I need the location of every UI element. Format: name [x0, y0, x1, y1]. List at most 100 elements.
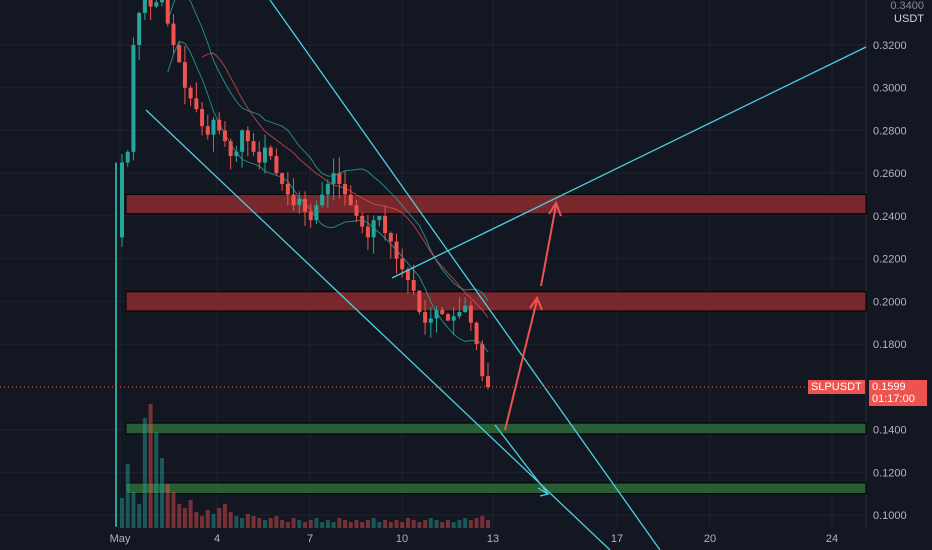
volume-bar [423, 520, 428, 528]
price-tick-label: 0.2200 [873, 254, 907, 266]
volume-bar [474, 518, 479, 528]
volume-bar [171, 492, 176, 528]
price-tick-label: 0.3000 [873, 83, 907, 95]
candle-body [194, 98, 199, 110]
volume-bar [388, 522, 393, 528]
volume-bar [314, 518, 319, 528]
price-axis[interactable]: 0.3200 0.3000 0.2800 0.2600 0.2400 0.2200 0.20… [873, 40, 907, 522]
volume-bar [222, 504, 227, 528]
time-tick-label: 4 [214, 533, 220, 545]
trendline [391, 46, 867, 279]
volume-bar [411, 520, 416, 528]
volume-bar [240, 518, 245, 528]
last-price-tag: 0.1599 01:17:00 [869, 380, 927, 406]
trendlines [145, 0, 867, 550]
volume-bar [434, 520, 439, 528]
volume-bar [445, 520, 450, 528]
candle-body [360, 215, 365, 227]
volume-bar [468, 520, 473, 528]
time-tick-label: 10 [396, 533, 408, 545]
volume-bars [120, 404, 490, 528]
projection-arrows [504, 200, 562, 431]
candle-body [468, 305, 473, 323]
price-tick-label: 0.3200 [873, 40, 907, 52]
candle-body [280, 173, 285, 184]
volume-bar [160, 458, 165, 528]
volume-bar [245, 514, 250, 528]
candle-body [148, 0, 153, 7]
trendline [269, 0, 661, 550]
volume-bar [428, 518, 433, 528]
candle-body [154, 2, 159, 7]
volume-bar [142, 418, 147, 528]
volume-bar [343, 520, 348, 528]
candle-body [480, 344, 485, 377]
time-tick-label: 20 [704, 533, 716, 545]
volume-bar [297, 520, 302, 528]
resistance-zone [125, 194, 867, 215]
candle-body [331, 173, 336, 184]
volume-bar [251, 516, 256, 528]
volume-bar [360, 522, 365, 528]
candle-body [365, 226, 370, 238]
candle-body [325, 183, 330, 195]
candle-body [377, 215, 382, 221]
candle-body [348, 194, 353, 206]
price-axis-header: 0.3400 USDT [890, 0, 924, 26]
price-tick-label: 0.1400 [873, 425, 907, 437]
currency-label: USDT [894, 13, 924, 25]
time-tick-label: 13 [487, 533, 499, 545]
candle-body [440, 309, 445, 315]
candle-body [268, 147, 273, 157]
volume-bar [308, 520, 313, 528]
volume-bar [200, 516, 205, 528]
volume-bar [303, 522, 307, 528]
volume-bar [440, 522, 445, 528]
candle-body [434, 309, 439, 319]
volume-bar [348, 522, 353, 528]
candle-body [423, 312, 428, 323]
volume-bar [154, 432, 159, 528]
volume-bar [274, 516, 279, 528]
candle-body [451, 316, 456, 321]
volume-bar [354, 520, 359, 528]
volume-bar [394, 520, 399, 528]
resistance-zone [125, 291, 867, 312]
candle-body [217, 119, 222, 131]
candle-body [388, 233, 393, 242]
time-axis[interactable]: May 4 7 10 13 17 20 24 [110, 533, 839, 545]
arrowhead [548, 200, 562, 217]
volume-bar [405, 518, 410, 528]
price-tick-label: 0.2400 [873, 211, 907, 223]
price-tick-label: 0.2600 [873, 168, 907, 180]
volume-bar [268, 518, 273, 528]
candle-body [200, 109, 205, 127]
support-zone [125, 422, 867, 435]
volume-bar [383, 520, 388, 528]
volume-bar [463, 518, 468, 528]
candle-body [297, 198, 302, 206]
candle-body [428, 318, 433, 323]
volume-bar [182, 508, 187, 528]
volume-bar [262, 520, 267, 528]
volume-bar [120, 498, 124, 528]
time-tick-label: 24 [826, 533, 838, 545]
grid-lines [0, 0, 867, 528]
volume-bar [148, 404, 153, 528]
candle-body [314, 205, 319, 221]
support-zone [125, 482, 867, 495]
volume-bar [165, 484, 170, 528]
price-tick-label: 0.1000 [873, 510, 907, 522]
volume-bar [320, 522, 325, 528]
candle-body [303, 198, 307, 212]
candle-body [160, 0, 165, 3]
volume-bar [365, 520, 370, 528]
volume-bar [457, 520, 462, 528]
candle-body [182, 62, 187, 88]
candle-body [188, 87, 193, 99]
candle-body [445, 314, 450, 321]
candle-body [474, 322, 479, 345]
volume-bar [480, 516, 485, 528]
candle-body [457, 312, 462, 317]
